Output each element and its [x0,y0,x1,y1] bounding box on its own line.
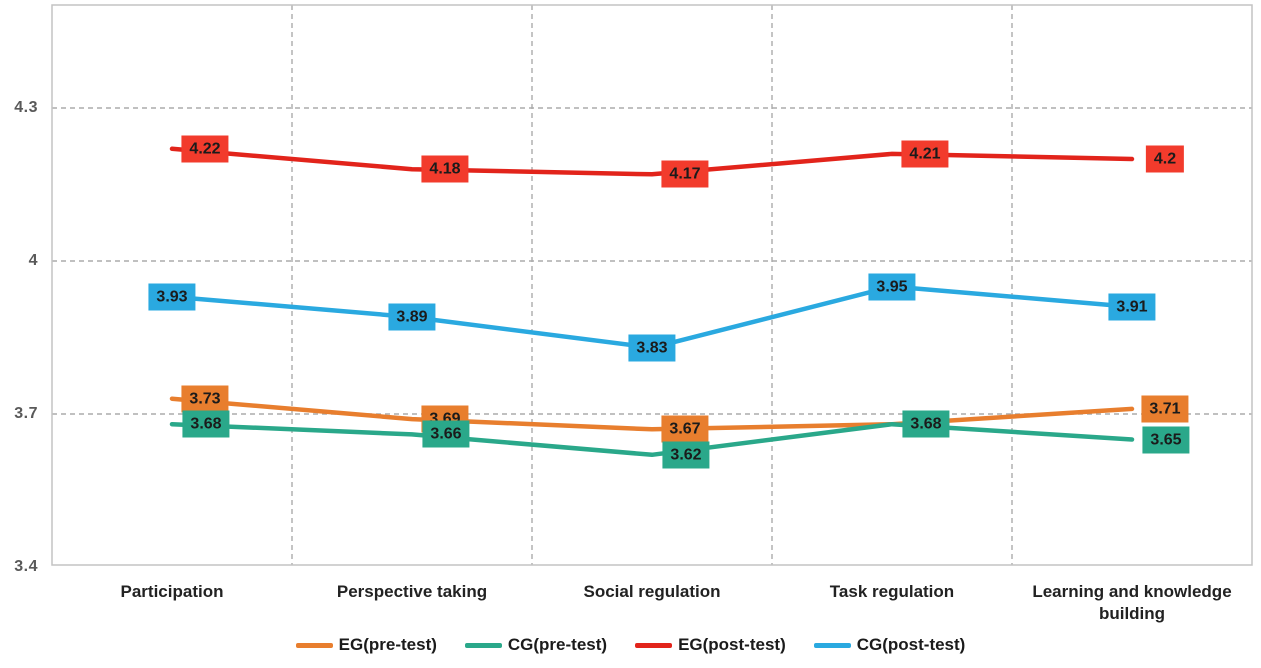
legend-item: CG(pre-test) [464,635,608,655]
legend-label: EG(pre-test) [338,635,437,654]
legend-item: CG(post-test) [813,635,966,655]
legend-swatch-icon [464,642,502,648]
legend-swatch-icon [295,642,333,648]
series-line-eg-pre-test [169,396,1135,432]
series-line-cg-post-test [169,284,1135,350]
legend-label: CG(post-test) [856,635,966,654]
legend-item: EG(pre-test) [295,635,437,655]
legend-label: CG(pre-test) [507,635,608,654]
series-line-eg-post-test [169,146,1135,177]
plot-border [51,4,1253,566]
legend-swatch-icon [813,642,851,648]
legend-swatch-icon [635,642,673,648]
legend-label: EG(post-test) [678,635,786,654]
legend-item: EG(post-test) [635,635,786,655]
chart-legend: EG(pre-test) CG(pre-test) EG(post-test) CG(… [0,635,1261,655]
series-line-cg-pre-test [169,421,1135,458]
